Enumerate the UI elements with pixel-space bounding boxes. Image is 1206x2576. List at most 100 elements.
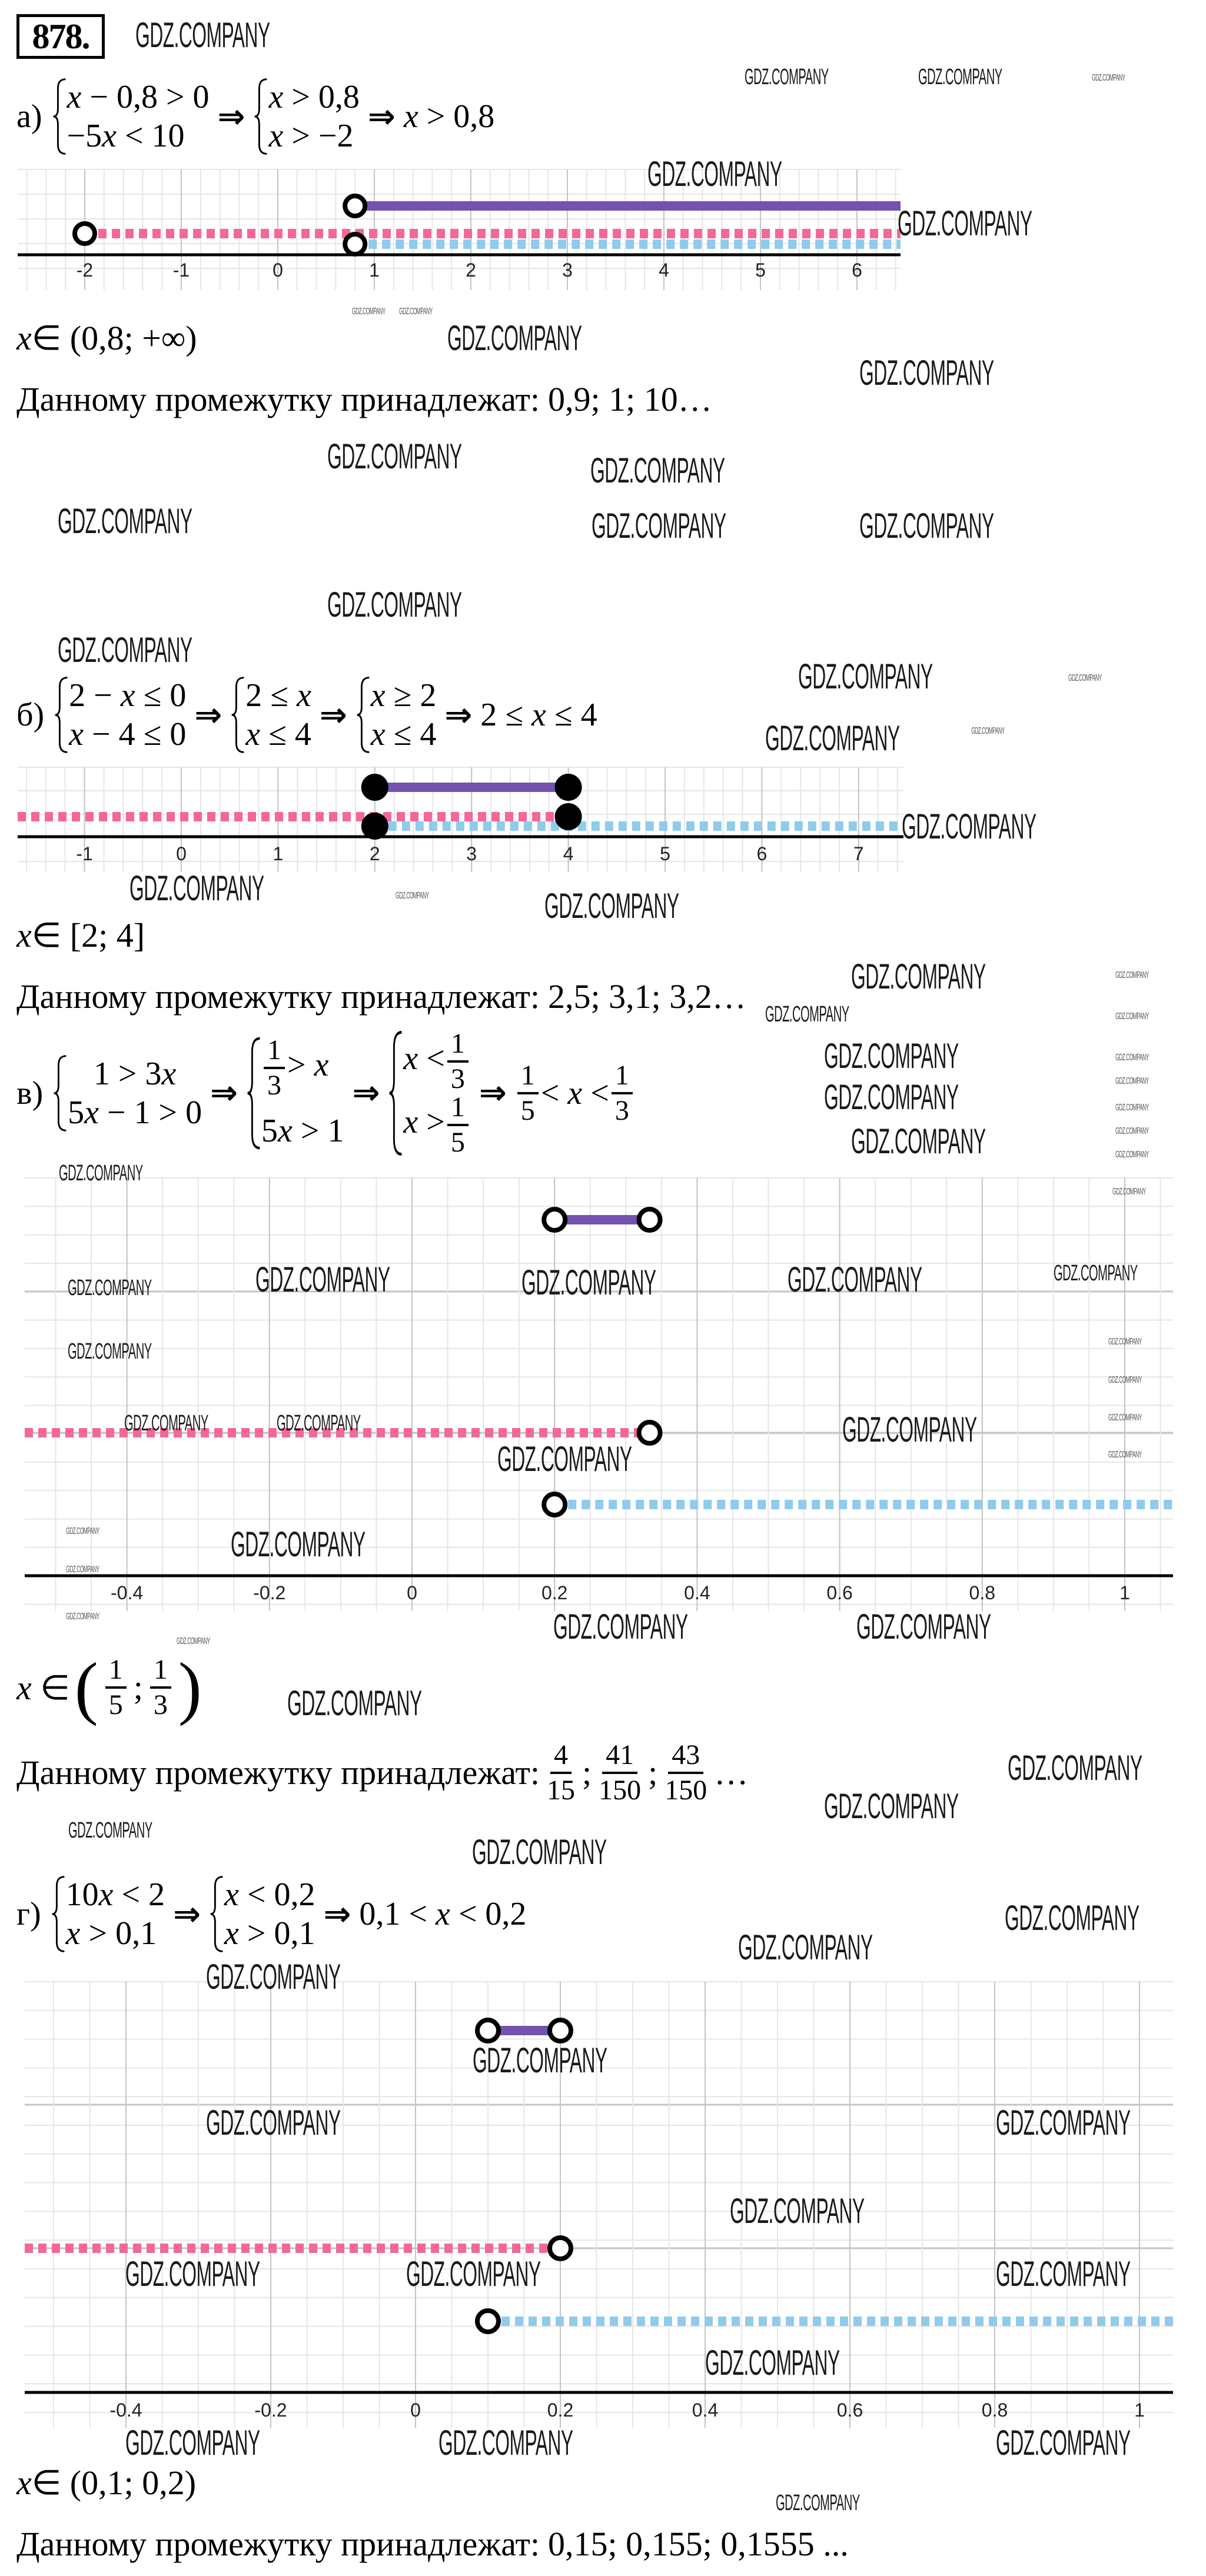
paren: (: [74, 1648, 98, 1726]
tick-label: 7: [853, 843, 864, 864]
denominator: 3: [614, 1094, 629, 1126]
number-line-v: -0.4 -0.2 0 0.2 0.4 0.6 0.8 1: [25, 1177, 1173, 1611]
ellipsis: …: [714, 1753, 749, 1792]
brace-icon: [357, 677, 370, 753]
watermark: GDZ.COMPANY: [206, 1957, 341, 1996]
watermark: GDZ.COMPANY: [856, 1607, 991, 1646]
fraction: 43 150: [665, 1740, 707, 1805]
denominator: 3: [267, 1069, 282, 1101]
part-b-label: б): [16, 697, 45, 733]
watermark: GDZ.COMPANY: [544, 886, 679, 926]
implies-arrow: ⇒: [479, 1074, 507, 1112]
numerator: 1: [447, 1093, 469, 1126]
belongs-label: Данному промежутку принадлежат:: [16, 977, 540, 1016]
watermark: GDZ.COMPANY: [327, 437, 462, 476]
watermark: GDZ.COMPANY: [592, 506, 726, 545]
watermark: GDZ.COMPANY: [135, 15, 270, 55]
result: 0,1 < x < 0,2: [359, 1896, 527, 1932]
brace-icon: [247, 1037, 260, 1149]
separator: ;: [133, 1668, 143, 1706]
system-line: x − 4 ≤ 0: [69, 716, 187, 753]
open-endpoint: [343, 194, 368, 218]
watermark: GDZ.COMPANY: [277, 1411, 361, 1436]
watermark: GDZ.COMPANY: [918, 65, 1002, 89]
tick-label: -0.2: [254, 2399, 287, 2421]
system-line: 5x > 1: [261, 1112, 344, 1149]
tick-label: 3: [466, 843, 477, 864]
separator: ;: [582, 1753, 592, 1792]
tick-label: 0.4: [684, 1582, 710, 1603]
tick-label: 5: [755, 259, 766, 281]
answer-g: x ∈ (0,1; 0,2): [16, 2463, 197, 2502]
open-endpoint: [547, 2235, 573, 2261]
answer-prefix: x ∈: [16, 1668, 70, 1707]
watermark: GDZ.COMPANY: [705, 2343, 840, 2382]
tick-label: 1: [273, 843, 284, 864]
tick-label: 1: [1119, 1582, 1130, 1603]
tick-label: -2: [77, 259, 93, 281]
answer-b: x ∈ [2; 4]: [16, 916, 145, 955]
answer-a: x ∈ (0,8; +∞): [16, 318, 197, 358]
belongs-label: Данному промежутку принадлежат:: [16, 380, 540, 418]
watermark: GDZ.COMPANY: [738, 1928, 873, 1967]
result: 2 ≤ x ≤ 4: [480, 697, 597, 733]
tick-label: -0.4: [111, 1582, 143, 1603]
system-line: 2 ≤ x: [245, 677, 311, 714]
watermark: GDZ.COMPANY: [124, 1411, 208, 1436]
system-line: x ≥ 2: [370, 677, 437, 714]
denominator: 5: [108, 1689, 123, 1720]
paren: ): [178, 1648, 202, 1726]
watermark: GDZ.COMPANY: [971, 726, 1005, 736]
system-line: x > 0,8: [268, 79, 360, 115]
fraction: 4 15: [547, 1740, 575, 1805]
tick-label: 6: [757, 843, 768, 864]
watermark: GDZ.COMPANY: [1108, 1375, 1142, 1385]
numerator: 1: [611, 1061, 633, 1094]
watermark: GDZ.COMPANY: [851, 1121, 986, 1161]
watermark: GDZ.COMPANY: [788, 1260, 922, 1299]
brace-icon: [54, 1054, 67, 1131]
part-a-label: а): [16, 98, 42, 135]
watermark: GDZ.COMPANY: [1054, 1261, 1138, 1286]
watermark: GDZ.COMPANY: [1115, 1150, 1149, 1160]
watermark: GDZ.COMPANY: [58, 630, 192, 670]
implies-arrow: ⇒: [352, 1074, 380, 1112]
numerator: 1: [517, 1061, 539, 1094]
watermark: GDZ.COMPANY: [399, 307, 433, 317]
tick-label: 2: [466, 259, 476, 281]
watermark: GDZ.COMPANY: [1108, 1450, 1142, 1460]
denominator: 5: [450, 1126, 465, 1158]
implies-arrow: ⇒: [217, 97, 245, 136]
system-line: 5x − 1 > 0: [68, 1094, 202, 1131]
belongs-label: Данному промежутку принадлежат:: [16, 1753, 540, 1792]
watermark: GDZ.COMPANY: [177, 1636, 210, 1646]
tick-label: 0: [410, 2399, 421, 2421]
system-line: 2 − x ≤ 0: [69, 677, 187, 714]
watermark: GDZ.COMPANY: [497, 1439, 632, 1479]
tick-label: 0: [176, 843, 187, 864]
tick-label: -1: [173, 259, 190, 281]
watermark: GDZ.COMPANY: [231, 1525, 366, 1564]
tick-label: 0.4: [692, 2399, 718, 2421]
brace-icon: [52, 78, 66, 155]
tick-label: 3: [562, 259, 573, 281]
closed-endpoint: [361, 813, 388, 840]
system-line: −5x < 10: [67, 118, 185, 154]
implies-arrow: ⇒: [367, 97, 396, 136]
watermark: GDZ.COMPANY: [352, 307, 386, 317]
tick-label: 5: [660, 843, 670, 864]
tick-label: 0: [407, 1582, 417, 1603]
fraction: 41 150: [599, 1740, 641, 1805]
tick-label: 1: [369, 259, 380, 281]
result-middle: < x <: [540, 1074, 609, 1111]
watermark: GDZ.COMPANY: [287, 1683, 422, 1723]
belongs-b: Данному промежутку принадлежат: 2,5; 3,1…: [16, 977, 746, 1016]
